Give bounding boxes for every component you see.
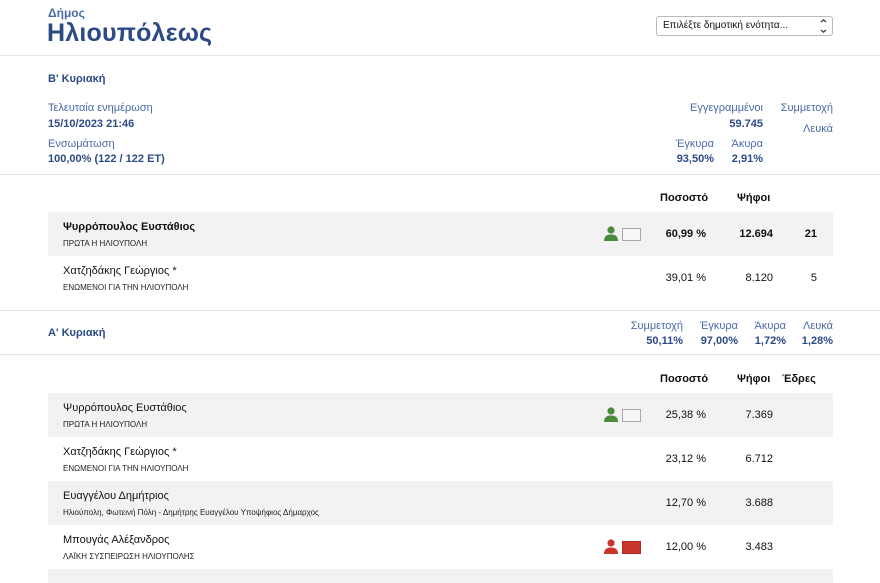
candidate-seats: 21 bbox=[804, 228, 817, 240]
candidate-percent: 39,01 % bbox=[665, 272, 706, 284]
candidate-votes: 8.120 bbox=[745, 272, 773, 284]
candidate-percent: 23,12 % bbox=[665, 453, 706, 465]
candidate-percent: 60,99 % bbox=[665, 228, 706, 240]
valid-label: Έγκυρα bbox=[675, 138, 714, 150]
candidate-name: Ευαγγέλου Δημήτριος bbox=[63, 490, 169, 502]
ra-col-percent: Ποσοστό bbox=[660, 373, 709, 385]
candidate-votes: 6.712 bbox=[745, 453, 773, 465]
candidate-votes: 7.369 bbox=[745, 409, 773, 421]
candidate-name: Ψυρρόπουλος Ευστάθιος bbox=[63, 402, 187, 414]
candidate-votes: 3.688 bbox=[745, 497, 773, 509]
candidate-party: ΛΑΪΚΗ ΣΥΣΠΕΙΡΩΣΗ ΗΛΙΟΥΠΟΛΗΣ bbox=[63, 552, 195, 561]
blank-label: Λευκά bbox=[803, 123, 833, 135]
person-icon bbox=[604, 226, 618, 241]
registered-value: 59.745 bbox=[729, 118, 763, 130]
party-flag-icon bbox=[622, 541, 641, 554]
round-a-title: Α' Κυριακή bbox=[48, 327, 106, 339]
invalid-value: 2,91% bbox=[731, 153, 763, 165]
ra-turnout-value: 50,11% bbox=[646, 335, 683, 347]
table-row[interactable]: Ευαγγέλου Δημήτριος Ηλιούπολη, Φωτεινή Π… bbox=[48, 481, 833, 525]
ra-col-seats: Έδρες bbox=[782, 373, 816, 385]
ra-valid-value: 97,00% bbox=[700, 335, 738, 347]
turnout-label: Συμμετοχή bbox=[780, 102, 833, 114]
round-b-summary: Β' Κυριακή Τελευταία ενημέρωση 15/10/202… bbox=[0, 56, 880, 175]
candidate-percent: 12,00 % bbox=[665, 541, 706, 553]
unit-select-value: Επιλέξτε δημοτική ενότητα... bbox=[663, 20, 789, 31]
candidate-votes: 3.483 bbox=[745, 541, 773, 553]
candidate-seats: 5 bbox=[810, 272, 817, 284]
candidate-votes: 12.694 bbox=[739, 228, 773, 240]
person-icon bbox=[604, 407, 618, 422]
table-row[interactable]: Ψυρρόπουλος Ευστάθιος ΠΡΩΤΑ Η ΗΛΙΟΥΠΟΛΗ … bbox=[48, 393, 833, 437]
candidate-party: ΠΡΩΤΑ Η ΗΛΙΟΥΠΟΛΗ bbox=[63, 420, 148, 429]
last-update-label: Τελευταία ενημέρωση bbox=[48, 102, 153, 114]
ra-col-votes: Ψήφοι bbox=[737, 373, 771, 385]
last-update-value: 15/10/2023 21:46 bbox=[48, 118, 135, 130]
page-header: Δήμος Ηλιουπόλεως Επιλέξτε δημοτική ενότ… bbox=[0, 0, 880, 56]
candidate-party: ΕΝΩΜΕΝΟΙ ΓΙΑ ΤΗΝ ΗΛΙΟΥΠΟΛΗ bbox=[63, 283, 189, 292]
ra-invalid-label: Άκυρα bbox=[754, 320, 786, 332]
registered-label: Εγγεγραμμένοι bbox=[690, 102, 763, 114]
table-row[interactable]: Μπουγάς Αλέξανδρος ΛΑΪΚΗ ΣΥΣΠΕΙΡΩΣΗ ΗΛΙΟ… bbox=[48, 525, 833, 569]
invalid-label: Άκυρα bbox=[731, 138, 763, 150]
rb-col-votes: Ψήφοι bbox=[737, 192, 771, 204]
unit-select[interactable]: Επιλέξτε δημοτική ενότητα... bbox=[656, 16, 833, 36]
candidate-name: Χατζηδάκης Γεώργιος * bbox=[63, 446, 177, 458]
ra-invalid-value: 1,72% bbox=[754, 335, 786, 347]
integration-label: Ενσωμάτωση bbox=[48, 138, 115, 150]
round-b-title: Β' Κυριακή bbox=[48, 73, 106, 85]
municipality-title: Ηλιουπόλεως bbox=[47, 19, 213, 47]
candidate-name: Χατζηδάκης Γεώργιος * bbox=[63, 265, 177, 277]
party-flag-icon bbox=[622, 228, 641, 241]
table-row[interactable]: Χατζηδάκης Γεώργιος * ΕΝΩΜΕΝΟΙ ΓΙΑ ΤΗΝ Η… bbox=[48, 256, 833, 300]
table-row[interactable]: Ψυρρόπουλος Ευστάθιος ΠΡΩΤΑ Η ΗΛΙΟΥΠΟΛΗ … bbox=[48, 212, 833, 256]
person-icon bbox=[604, 539, 618, 554]
party-flag-icon bbox=[622, 409, 641, 422]
ra-turnout-label: Συμμετοχή bbox=[630, 320, 683, 332]
chevron-down-icon bbox=[819, 19, 828, 36]
rb-col-percent: Ποσοστό bbox=[660, 192, 709, 204]
candidate-party: Ηλιούπολη, Φωτεινή Πόλη - Δημήτρης Ευαγγ… bbox=[63, 508, 319, 517]
candidate-name: Μπουγάς Αλέξανδρος bbox=[63, 534, 170, 546]
integration-value: 100,00% (122 / 122 ΕΤ) bbox=[48, 153, 165, 165]
table-row[interactable]: Χατζηδάκης Γεώργιος * ΕΝΩΜΕΝΟΙ ΓΙΑ ΤΗΝ Η… bbox=[48, 437, 833, 481]
valid-value: 93,50% bbox=[676, 153, 714, 165]
candidate-party: ΠΡΩΤΑ Η ΗΛΙΟΥΠΟΛΗ bbox=[63, 239, 148, 248]
candidate-party: ΕΝΩΜΕΝΟΙ ΓΙΑ ΤΗΝ ΗΛΙΟΥΠΟΛΗ bbox=[63, 464, 189, 473]
candidate-percent: 25,38 % bbox=[665, 409, 706, 421]
round-a-summary: Α' Κυριακή Συμμετοχή 50,11% Έγκυρα 97,00… bbox=[0, 310, 880, 355]
municipality-type-label: Δήμος bbox=[48, 6, 85, 20]
table-row[interactable] bbox=[48, 569, 833, 583]
candidate-name: Ψυρρόπουλος Ευστάθιος bbox=[63, 221, 196, 233]
ra-blank-label: Λευκά bbox=[803, 320, 833, 332]
ra-valid-label: Έγκυρα bbox=[699, 320, 738, 332]
ra-blank-value: 1,28% bbox=[801, 335, 833, 347]
candidate-percent: 12,70 % bbox=[665, 497, 706, 509]
